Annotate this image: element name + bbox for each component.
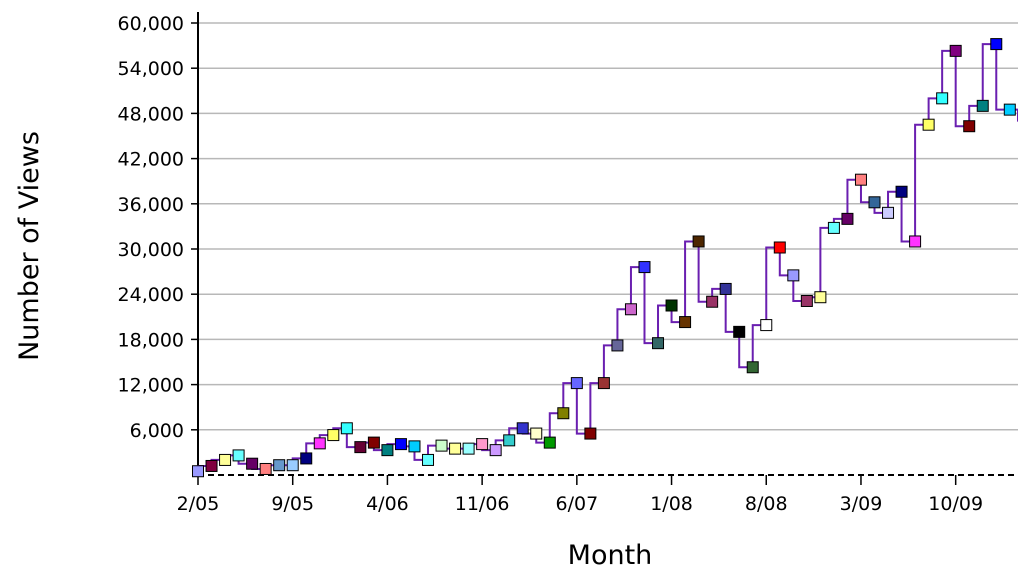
data-point — [570, 377, 583, 390]
data-point — [827, 221, 840, 234]
data-point — [394, 438, 407, 451]
data-point — [733, 325, 746, 338]
data-point — [882, 206, 895, 219]
data-point — [624, 303, 637, 316]
data-point — [692, 235, 705, 248]
y-tick-label: 42,000 — [118, 149, 184, 171]
y-tick-label: 54,000 — [118, 58, 184, 80]
data-point — [787, 269, 800, 282]
data-point — [300, 452, 313, 465]
x-tick-label: 10/09 — [928, 493, 983, 515]
x-tick-label: 2/05 — [177, 493, 220, 515]
series-line — [197, 43, 1018, 472]
data-point — [584, 427, 597, 440]
data-point — [665, 299, 678, 312]
y-tick-label: 30,000 — [118, 239, 184, 261]
data-point — [192, 465, 204, 478]
y-axis: 6,000 12,000 18,000 24,000 30,000 36,000 42,00… — [118, 12, 199, 475]
x-tick-label: 8/08 — [745, 493, 788, 515]
y-axis-title: Number of Views — [14, 131, 45, 361]
x-axis-title: Month — [568, 540, 653, 569]
x-tick-label: 3/09 — [840, 493, 883, 515]
x-tick-label: 11/06 — [455, 493, 510, 515]
data-point — [476, 438, 489, 451]
data-point — [273, 459, 286, 472]
data-point — [909, 235, 922, 248]
data-point — [814, 291, 827, 304]
data-point — [719, 282, 732, 295]
data-point — [760, 319, 773, 332]
data-point — [773, 241, 786, 254]
data-point — [963, 120, 976, 133]
data-point — [503, 434, 516, 447]
data-point — [611, 339, 624, 352]
data-point — [638, 261, 651, 274]
data-point — [340, 422, 353, 435]
x-tick-label: 4/06 — [366, 493, 409, 515]
y-tick-label: 18,000 — [118, 329, 184, 351]
data-point — [489, 444, 502, 457]
data-point — [367, 436, 380, 449]
y-tick-label: 6,000 — [130, 420, 184, 442]
data-point — [800, 294, 813, 307]
data-point — [449, 442, 462, 455]
x-axis: 2/05 9/05 4/06 11/06 6/07 1/08 8/08 3/09 10/09 — [177, 474, 1018, 515]
data-point — [949, 44, 962, 57]
data-point — [679, 316, 692, 329]
x-tick-label: 1/08 — [650, 493, 693, 515]
data-point — [706, 295, 719, 308]
data-point — [990, 38, 1003, 51]
data-point — [516, 422, 529, 435]
data-point — [936, 92, 949, 105]
data-point — [422, 453, 435, 466]
y-tick-label: 24,000 — [118, 284, 184, 306]
gridlines — [198, 22, 1018, 431]
data-point — [408, 440, 421, 453]
data-point — [354, 441, 367, 454]
data-point — [1003, 103, 1016, 116]
x-tick-label: 6/07 — [556, 493, 599, 515]
data-point — [259, 462, 272, 475]
data-point — [597, 377, 610, 390]
data-point — [286, 459, 299, 472]
y-tick-label: 48,000 — [118, 103, 184, 125]
data-point — [746, 361, 759, 374]
data-point — [435, 439, 448, 452]
data-point — [543, 436, 556, 449]
data-point — [976, 99, 989, 112]
y-tick-label: 60,000 — [118, 13, 184, 35]
y-tick-label: 12,000 — [118, 375, 184, 397]
data-point — [652, 337, 665, 350]
x-tick-label: 9/05 — [271, 493, 314, 515]
data-point — [462, 442, 475, 455]
data-point — [854, 173, 867, 186]
plot-area — [192, 38, 1018, 478]
data-point — [313, 437, 326, 450]
data-point — [895, 185, 908, 198]
data-point — [381, 444, 394, 457]
data-point — [841, 212, 854, 225]
data-point — [327, 429, 340, 442]
data-point — [557, 407, 570, 420]
data-point — [219, 453, 232, 466]
data-point — [205, 459, 218, 472]
data-point — [922, 118, 935, 131]
y-tick-label: 36,000 — [118, 194, 184, 216]
data-point — [232, 449, 245, 462]
data-point — [246, 457, 259, 470]
data-point — [868, 196, 881, 209]
data-point — [530, 427, 543, 440]
